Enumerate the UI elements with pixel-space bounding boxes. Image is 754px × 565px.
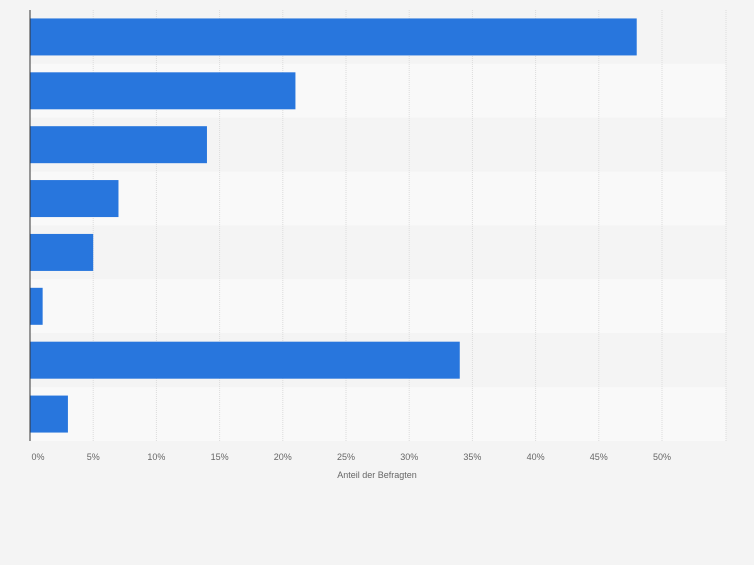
- bar[interactable]: [30, 395, 68, 433]
- plot-band: [30, 387, 726, 441]
- bar[interactable]: [30, 341, 460, 379]
- bar[interactable]: [30, 287, 43, 325]
- bar[interactable]: [30, 18, 637, 56]
- plot-band: [30, 279, 726, 334]
- x-tick-label: 30%: [400, 452, 418, 462]
- x-tick-label: 5%: [87, 452, 100, 462]
- bar[interactable]: [30, 180, 119, 218]
- bars: [30, 18, 637, 433]
- plot-band: [30, 225, 726, 280]
- x-tick-label: 25%: [337, 452, 355, 462]
- x-tick-label: 0%: [31, 452, 44, 462]
- bar[interactable]: [30, 72, 296, 110]
- x-tick-labels: 0% 5% 10% 15% 20% 25% 30% 35% 40% 45% 50%: [31, 452, 671, 462]
- plot-bands: [30, 10, 726, 441]
- x-tick-label: 50%: [653, 452, 671, 462]
- x-tick-label: 20%: [274, 452, 292, 462]
- bar[interactable]: [30, 233, 94, 271]
- x-tick-label: 15%: [211, 452, 229, 462]
- x-tick-label: 45%: [590, 452, 608, 462]
- bar[interactable]: [30, 126, 207, 164]
- x-tick-label: 40%: [527, 452, 545, 462]
- x-axis-label: Anteil der Befragten: [337, 470, 417, 480]
- plot-band: [30, 171, 726, 226]
- x-tick-label: 10%: [147, 452, 165, 462]
- x-tick-label: 35%: [463, 452, 481, 462]
